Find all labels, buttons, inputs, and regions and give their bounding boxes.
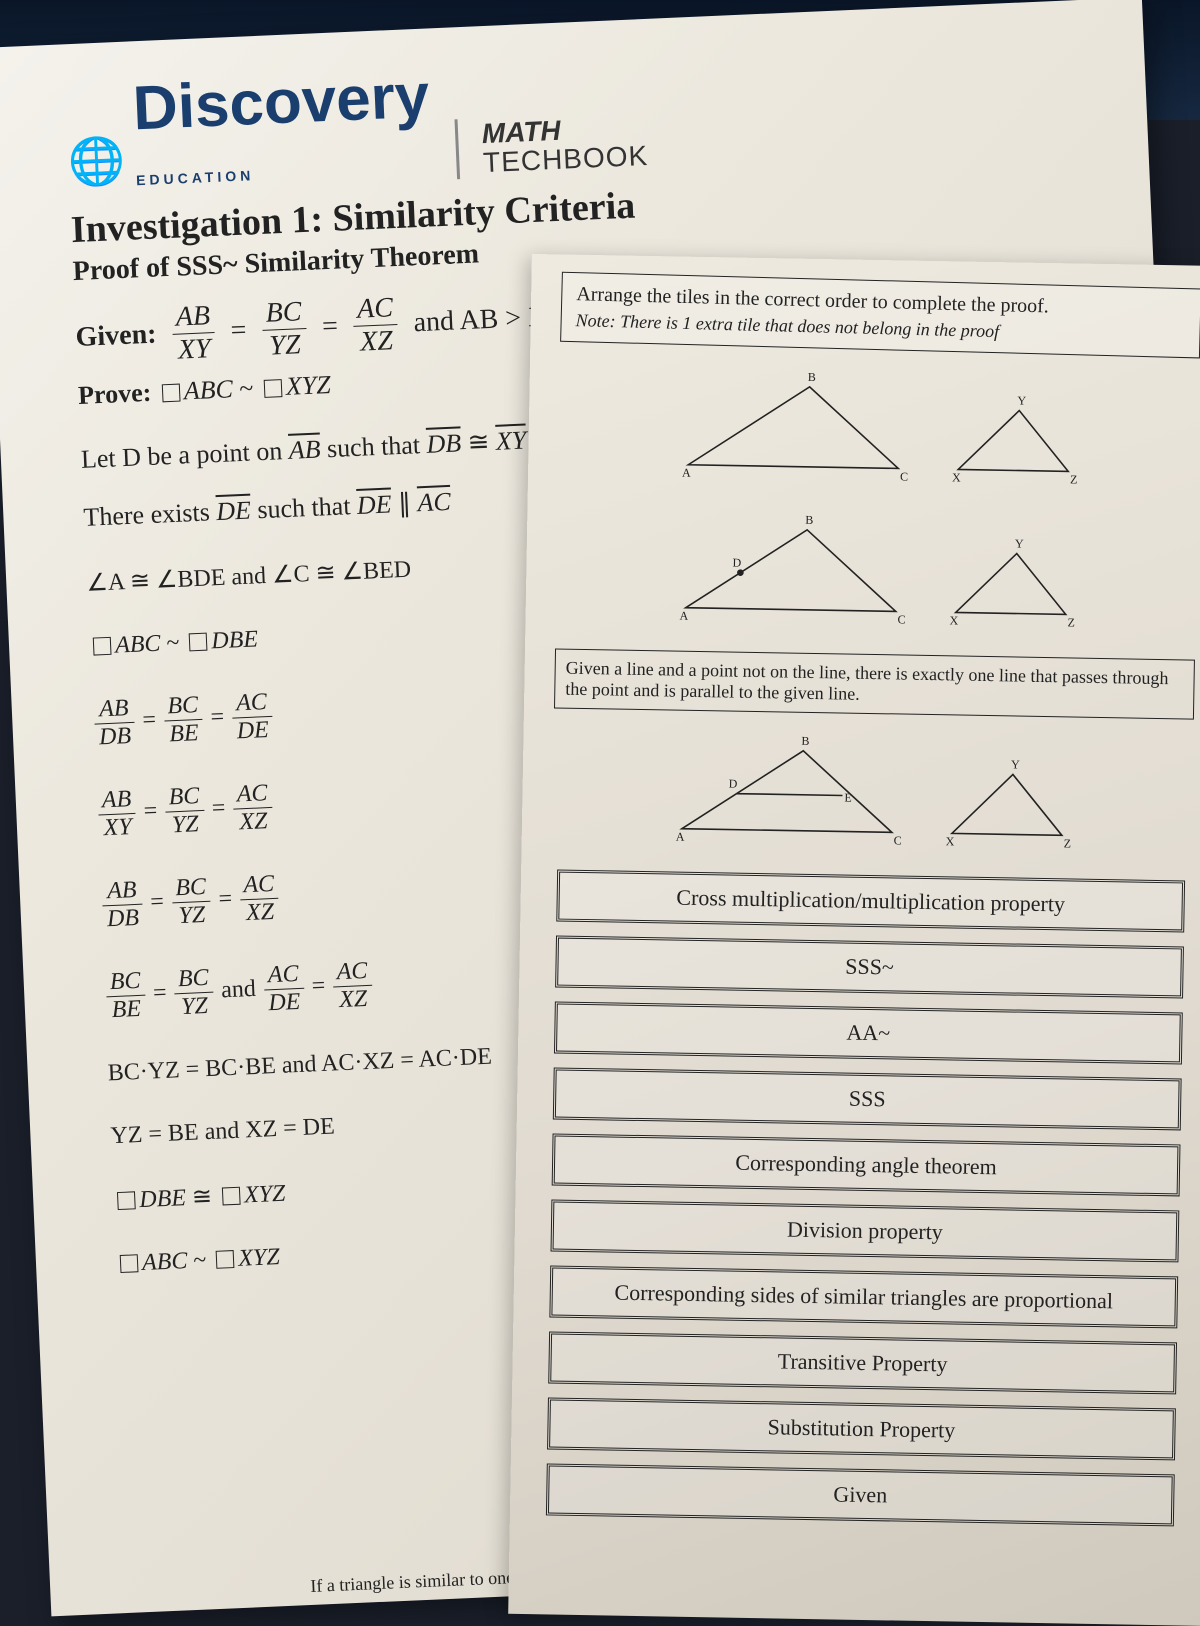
svg-text:X: X — [952, 470, 961, 484]
blank-icon — [161, 383, 180, 402]
reason-tile[interactable]: SSS~ — [555, 936, 1184, 999]
reason-tile[interactable]: Substitution Property — [547, 1397, 1176, 1460]
discovery-logo: Discovery EDUCATION — [132, 68, 433, 192]
reason-tile[interactable]: Corresponding sides of similar triangles… — [549, 1265, 1178, 1328]
svg-text:B: B — [805, 513, 813, 527]
svg-text:A: A — [682, 466, 691, 480]
svg-text:B: B — [801, 734, 809, 748]
svg-text:C: C — [897, 612, 905, 626]
tiles-overlay-page: Arrange the tiles in the correct order t… — [508, 254, 1200, 1626]
svg-text:E: E — [844, 791, 852, 805]
reason-tile[interactable]: Cross multiplication/multiplication prop… — [556, 870, 1185, 933]
reason-tiles: Cross multiplication/multiplication prop… — [540, 869, 1191, 1526]
brand-divider — [454, 119, 460, 179]
reason-tile[interactable]: SSS — [553, 1067, 1182, 1130]
parallel-postulate-box: Given a line and a point not on the line… — [554, 648, 1195, 719]
reason-tile[interactable]: Transitive Property — [548, 1331, 1177, 1394]
svg-text:A: A — [676, 830, 685, 844]
product-name: MATH TECHBOOK — [481, 112, 649, 178]
svg-text:Y: Y — [1015, 536, 1024, 550]
globe-icon: 🌐 — [67, 133, 127, 189]
svg-text:D: D — [732, 556, 741, 570]
svg-text:Y: Y — [1017, 393, 1026, 407]
svg-text:Z: Z — [1070, 472, 1078, 486]
reason-tile[interactable]: Corresponding angle theorem — [552, 1133, 1181, 1196]
reason-tile[interactable]: Division property — [551, 1199, 1180, 1262]
triangle-diagram-1: A B C X Y Z — [558, 363, 1200, 499]
svg-text:Z: Z — [1064, 836, 1072, 850]
svg-text:D: D — [729, 777, 738, 791]
blank-icon — [264, 379, 283, 398]
svg-text:C: C — [894, 833, 902, 847]
brand-name: Discovery — [132, 61, 431, 143]
svg-text:X: X — [949, 613, 958, 627]
svg-text:B: B — [808, 370, 816, 384]
svg-text:Y: Y — [1011, 757, 1020, 771]
svg-text:C: C — [900, 469, 908, 483]
reason-tile[interactable]: AA~ — [554, 1002, 1183, 1065]
svg-text:A: A — [680, 609, 689, 623]
product-line2: TECHBOOK — [482, 141, 648, 178]
svg-text:X: X — [946, 834, 955, 848]
given-label: Given: — [75, 319, 157, 354]
brand-sub: EDUCATION — [136, 167, 255, 188]
triangle-diagram-2: D A B C X Y Z — [555, 505, 1197, 641]
svg-text:Z: Z — [1067, 615, 1075, 629]
instruction-box: Arrange the tiles in the correct order t… — [560, 272, 1200, 359]
reason-tile[interactable]: Given — [546, 1463, 1175, 1526]
prove-label: Prove: — [78, 377, 152, 409]
triangle-diagram-3: D E A B C X Y Z — [551, 726, 1193, 862]
